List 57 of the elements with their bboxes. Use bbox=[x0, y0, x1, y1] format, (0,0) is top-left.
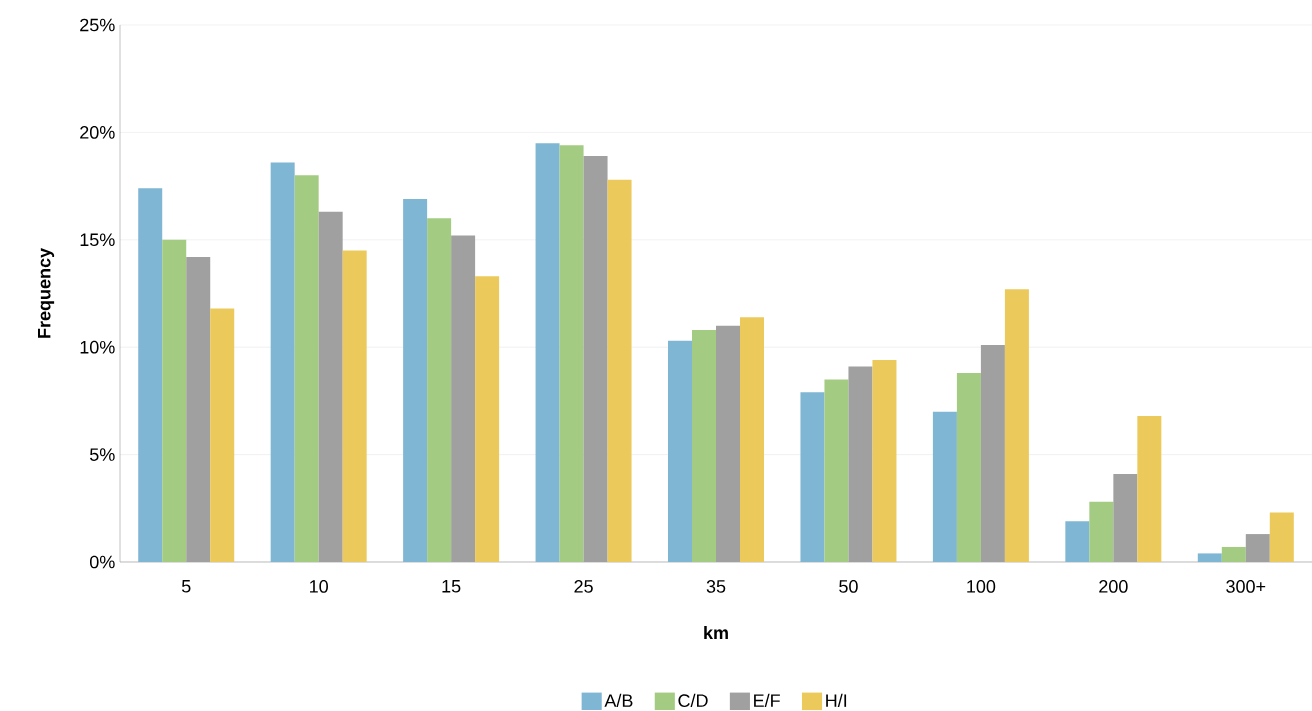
bar bbox=[932, 411, 957, 562]
x-tick-label: 100 bbox=[967, 580, 996, 593]
bar bbox=[740, 317, 765, 562]
bar bbox=[668, 340, 693, 562]
x-tick-label: 300+ bbox=[1226, 580, 1266, 593]
bar bbox=[1113, 473, 1138, 562]
y-tick-label: 10% bbox=[80, 340, 115, 354]
bar bbox=[427, 218, 452, 562]
bar bbox=[1137, 415, 1162, 562]
bar bbox=[403, 198, 428, 562]
y-tick-label: 0% bbox=[89, 555, 115, 569]
bar bbox=[559, 145, 584, 562]
y-tick-label: 25% bbox=[80, 18, 115, 32]
legend-label: E/F bbox=[754, 693, 780, 708]
bar bbox=[294, 175, 319, 562]
bar bbox=[1089, 501, 1114, 562]
bar bbox=[451, 235, 476, 562]
bar bbox=[692, 330, 717, 562]
legend-label: A/B bbox=[604, 693, 633, 708]
bar bbox=[318, 211, 343, 562]
bar bbox=[1004, 289, 1029, 562]
x-tick-label: 25 bbox=[574, 580, 593, 593]
y-tick-label: 15% bbox=[80, 233, 115, 247]
bar bbox=[342, 250, 367, 562]
legend-label: C/D bbox=[678, 693, 708, 708]
bar bbox=[162, 239, 187, 562]
x-tick-label: 35 bbox=[706, 580, 726, 593]
x-axis-title: km bbox=[704, 625, 728, 639]
bar bbox=[1221, 546, 1246, 562]
bar bbox=[872, 360, 897, 562]
x-tick-label: 200 bbox=[1099, 580, 1128, 593]
x-tick-label: 10 bbox=[310, 580, 328, 593]
bar bbox=[270, 162, 295, 562]
bar bbox=[138, 188, 163, 562]
bar bbox=[956, 372, 981, 562]
bar bbox=[716, 325, 741, 562]
bar bbox=[607, 179, 632, 562]
bar bbox=[210, 308, 235, 562]
y-tick-label: 5% bbox=[89, 448, 115, 461]
bar bbox=[800, 392, 825, 562]
bar bbox=[1245, 534, 1270, 562]
x-tick-label: 15 bbox=[442, 580, 461, 593]
x-tick-label: 50 bbox=[839, 580, 858, 593]
bar bbox=[1269, 512, 1294, 562]
bar bbox=[475, 276, 500, 562]
y-axis-title: Frequency bbox=[38, 248, 55, 338]
bar bbox=[583, 156, 608, 562]
y-tick-label: 20% bbox=[80, 126, 115, 139]
bar bbox=[824, 379, 849, 562]
bar bbox=[1197, 553, 1222, 562]
bar bbox=[535, 143, 560, 562]
legend-label: H/I bbox=[826, 693, 847, 708]
bar bbox=[980, 345, 1005, 562]
bar bbox=[186, 256, 211, 562]
x-tick-label: 5 bbox=[181, 580, 191, 593]
bar bbox=[1065, 521, 1090, 562]
bar bbox=[848, 366, 873, 562]
